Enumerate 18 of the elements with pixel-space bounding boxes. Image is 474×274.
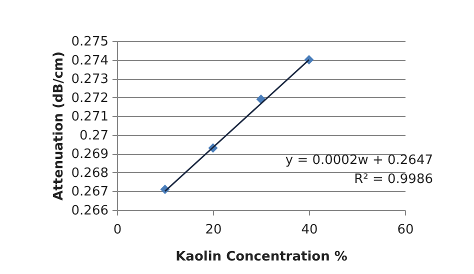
y-tick-label: 0.271 <box>71 110 108 125</box>
annotation: y = 0.0002w + 0.2647 <box>285 153 433 168</box>
x-tick-label: 40 <box>301 222 318 238</box>
y-tick-label: 0.274 <box>71 53 108 68</box>
annotation: R² = 0.9986 <box>354 172 433 187</box>
y-tick-label: 0.267 <box>71 184 108 200</box>
y-tick-label: 0.275 <box>71 34 108 50</box>
y-tick-label: 0.27 <box>80 128 108 144</box>
y-tick-label: 0.268 <box>71 166 108 181</box>
y-tick-label: 0.269 <box>71 147 108 162</box>
y-axis-title: Attenuation (dB/cm) <box>51 51 66 201</box>
y-tick-label: 0.273 <box>71 72 108 88</box>
x-axis-title: Kaolin Concentration % <box>176 250 348 264</box>
x-tick-label: 0 <box>113 222 122 238</box>
y-tick-label: 0.266 <box>71 204 108 218</box>
x-tick-label: 60 <box>397 222 414 238</box>
x-tick-label: 20 <box>205 222 222 238</box>
y-tick-label: 0.272 <box>71 90 108 106</box>
